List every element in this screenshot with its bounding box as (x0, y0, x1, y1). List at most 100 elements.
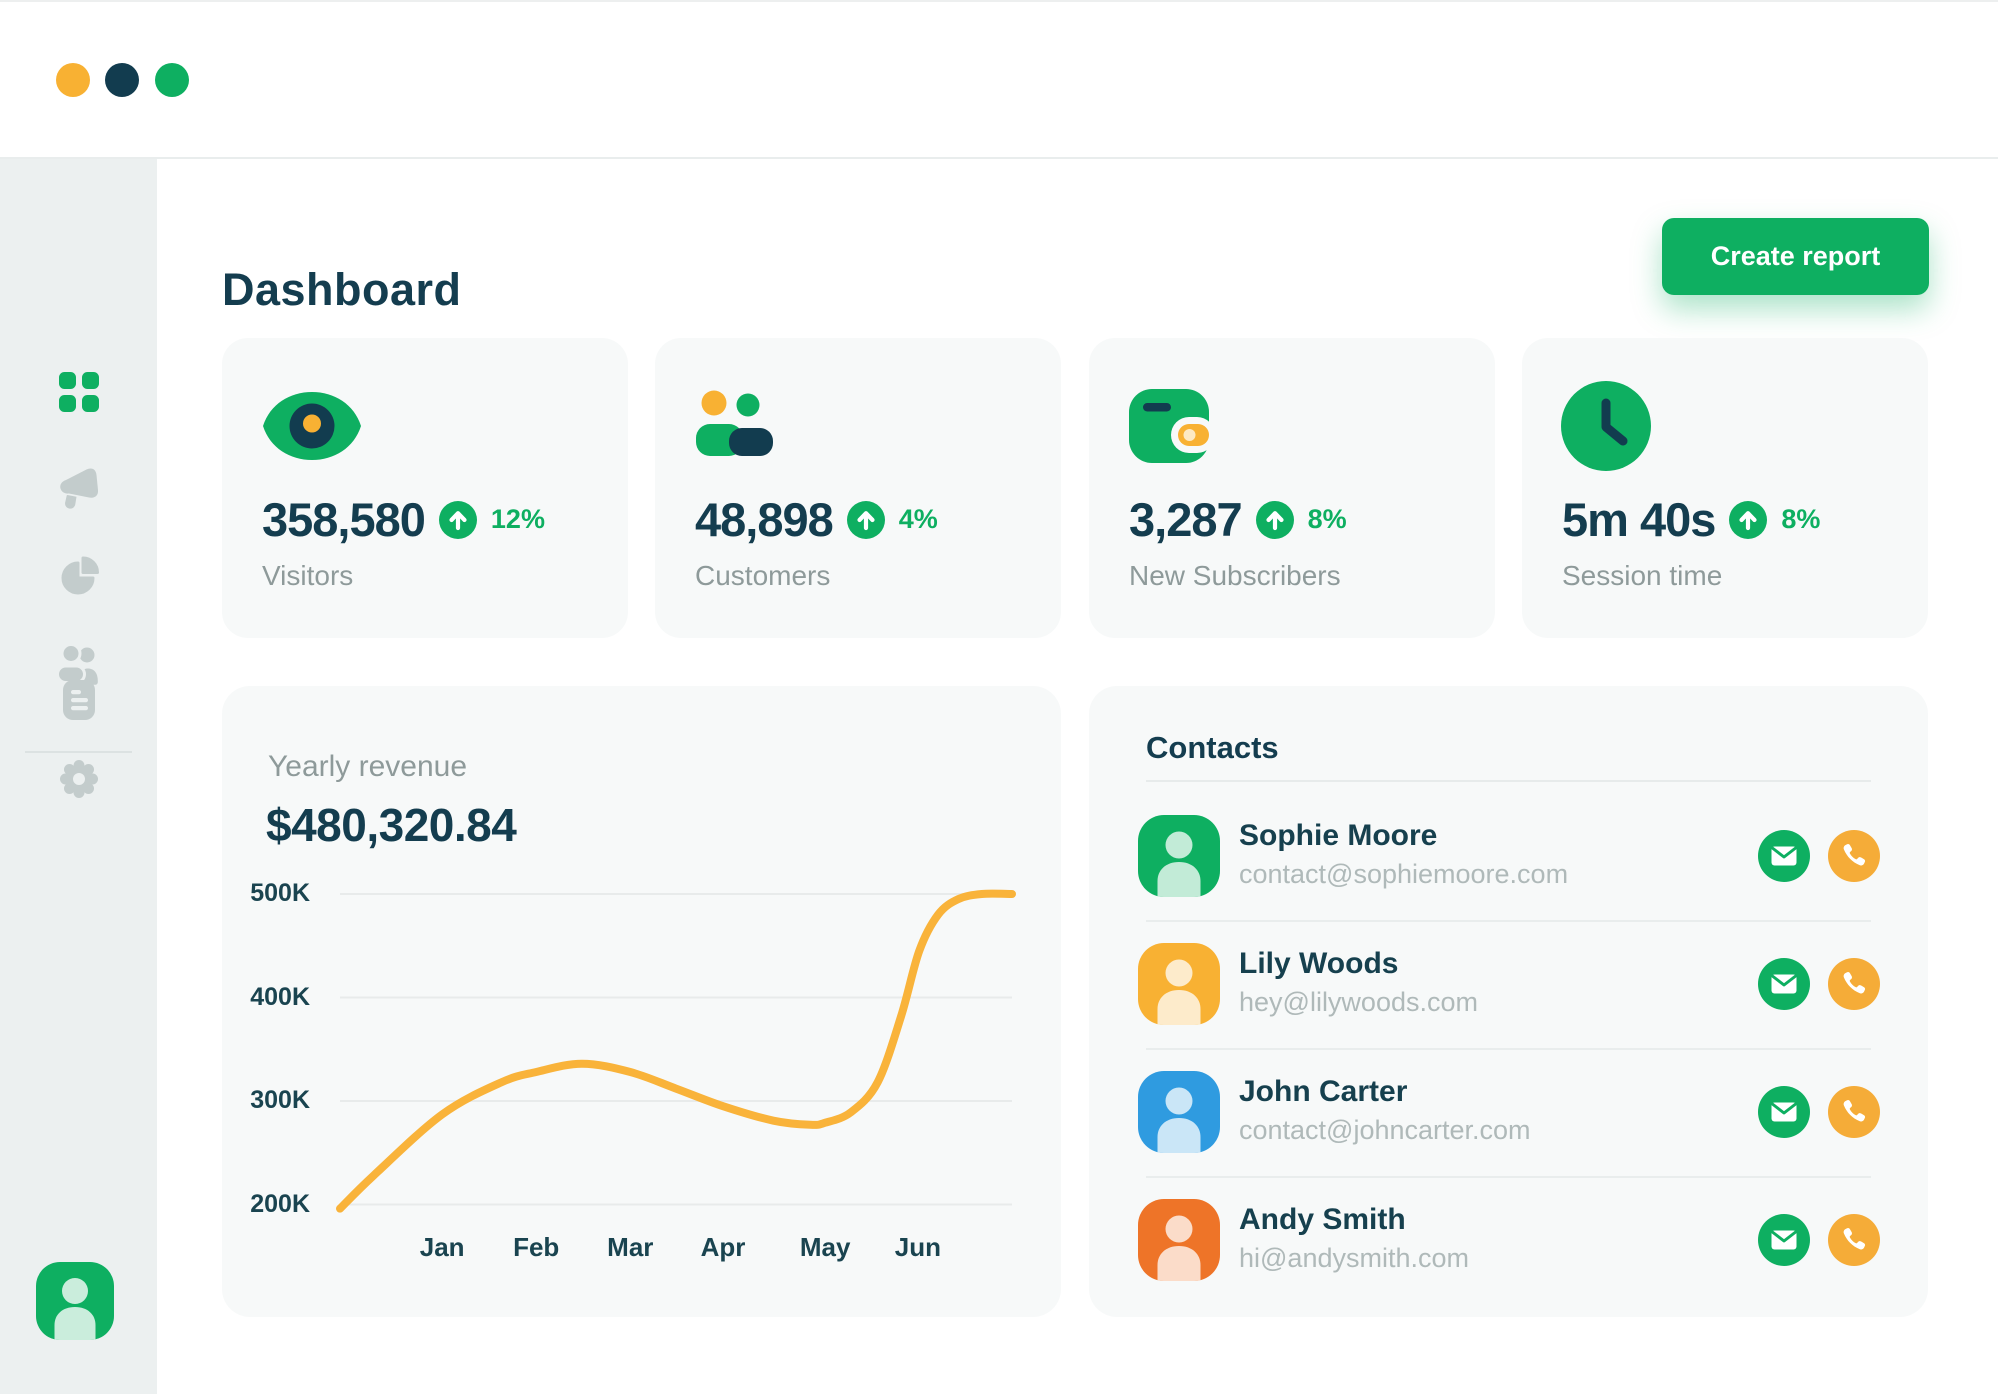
person-silhouette-icon (1157, 1215, 1201, 1281)
stat-card-visitors: 358,580 12% Visitors (222, 338, 628, 638)
revenue-line-chart (336, 889, 1016, 1213)
stat-delta: 8% (1307, 504, 1347, 534)
stat-value: 3,287 (1129, 493, 1243, 546)
contact-row-divider (1146, 1176, 1871, 1178)
grid-icon (58, 372, 99, 412)
person-silhouette-icon (1157, 1087, 1201, 1153)
envelope-icon (1771, 1102, 1797, 1122)
sidebar-item-analytics[interactable] (0, 551, 157, 601)
sidebar-item-documents[interactable] (0, 675, 157, 725)
trend-up-icon (1255, 500, 1294, 539)
stat-label: Visitors (262, 560, 354, 591)
stat-value: 48,898 (695, 493, 834, 546)
contact-email: hey@lilywoods.com (1239, 987, 1478, 1017)
gear-icon (59, 760, 98, 798)
stat-card-new-subscribers: 3,287 8% New Subscribers (1089, 338, 1495, 638)
call-button[interactable] (1828, 958, 1880, 1010)
x-axis-tick: May (799, 1232, 851, 1262)
trend-up-icon (438, 500, 477, 539)
call-button[interactable] (1828, 830, 1880, 882)
y-axis-tick: 300K (250, 1086, 310, 1114)
users-icon (55, 643, 98, 685)
contacts-divider (1146, 780, 1871, 782)
x-axis-tick: Jun (894, 1232, 942, 1262)
email-button[interactable] (1758, 958, 1810, 1010)
email-button[interactable] (1758, 830, 1810, 882)
contact-name: John Carter (1239, 1075, 1408, 1108)
stat-card-session-time: 5m 40s 8% Session time (1522, 338, 1928, 638)
avatar (1138, 815, 1220, 897)
page-title: Dashboard (222, 264, 462, 316)
stat-delta: 4% (898, 504, 938, 534)
phone-icon (1843, 844, 1866, 866)
stat-label: Session time (1562, 560, 1723, 591)
avatar (1138, 1199, 1220, 1281)
x-axis-tick: Jan (419, 1232, 465, 1262)
avatar (1138, 1071, 1220, 1153)
envelope-icon (1771, 846, 1797, 866)
contact-row: John Carter contact@johncarter.com (1089, 1071, 1928, 1153)
stat-card-customers: 48,898 4% Customers (655, 338, 1061, 638)
revenue-amount: $480,320.84 (266, 799, 517, 851)
contact-name: Andy Smith (1239, 1203, 1406, 1236)
stat-delta: 12% (490, 504, 545, 534)
x-axis-tick: Mar (607, 1232, 654, 1262)
stat-value: 5m 40s (1562, 493, 1716, 546)
y-axis-tick: 500K (250, 879, 310, 907)
person-silhouette-icon (1157, 831, 1201, 897)
stat-value: 358,580 (262, 493, 426, 546)
sidebar-item-dashboard[interactable] (0, 367, 157, 417)
avatar (1138, 943, 1220, 1025)
window-dot-green[interactable] (155, 63, 189, 97)
trend-up-icon (1729, 500, 1768, 539)
sidebar-item-announcements[interactable] (0, 462, 157, 512)
pie-chart-icon (61, 556, 99, 595)
email-button[interactable] (1758, 1086, 1810, 1138)
stat-delta: 8% (1781, 504, 1821, 534)
call-button[interactable] (1828, 1214, 1880, 1266)
yearly-revenue-panel: Yearly revenue $480,320.84 500K 400K 300K 2… (222, 686, 1061, 1317)
phone-icon (1843, 1100, 1866, 1122)
contacts-panel: Contacts Sophie Moore contact@sophiemoor… (1089, 686, 1928, 1317)
contact-row-divider (1146, 1048, 1871, 1050)
sidebar-item-settings[interactable] (0, 754, 157, 804)
window-dot-yellow[interactable] (56, 63, 90, 97)
window-dot-navy[interactable] (105, 63, 139, 97)
envelope-icon (1771, 974, 1797, 994)
eye-icon (260, 378, 364, 474)
stat-label: New Subscribers (1129, 560, 1341, 591)
y-axis-tick: 200K (250, 1189, 310, 1218)
contact-row: Andy Smith hi@andysmith.com (1089, 1199, 1928, 1281)
contact-email: hi@andysmith.com (1239, 1243, 1469, 1273)
sidebar-divider (25, 751, 132, 753)
x-axis-tick: Feb (513, 1232, 560, 1262)
sidebar-user-avatar[interactable] (36, 1262, 114, 1340)
email-button[interactable] (1758, 1214, 1810, 1266)
sidebar (0, 159, 157, 1394)
contact-email: contact@sophiemoore.com (1239, 859, 1569, 889)
contact-row: Sophie Moore contact@sophiemoore.com (1089, 815, 1928, 897)
customers-icon (693, 378, 775, 474)
contact-name: Sophie Moore (1239, 819, 1438, 852)
sidebar-item-customers[interactable] (0, 639, 157, 689)
create-report-button[interactable]: Create report (1662, 218, 1929, 295)
clock-icon (1560, 378, 1652, 474)
contact-name: Lily Woods (1239, 947, 1399, 980)
wallet-icon (1127, 378, 1215, 474)
window-titlebar (0, 2, 1998, 159)
contact-row-divider (1146, 920, 1871, 922)
trend-up-icon (846, 500, 885, 539)
stat-label: Customers (695, 560, 831, 591)
call-button[interactable] (1828, 1086, 1880, 1138)
y-axis-tick: 400K (250, 982, 310, 1011)
envelope-icon (1771, 1230, 1797, 1250)
phone-icon (1843, 1228, 1866, 1250)
revenue-title: Yearly revenue (268, 750, 468, 783)
document-icon (62, 680, 95, 720)
contacts-title: Contacts (1146, 730, 1279, 765)
person-silhouette-icon (1157, 959, 1201, 1025)
x-axis-tick: Apr (700, 1232, 746, 1262)
person-silhouette-icon (54, 1278, 96, 1340)
phone-icon (1843, 972, 1866, 994)
